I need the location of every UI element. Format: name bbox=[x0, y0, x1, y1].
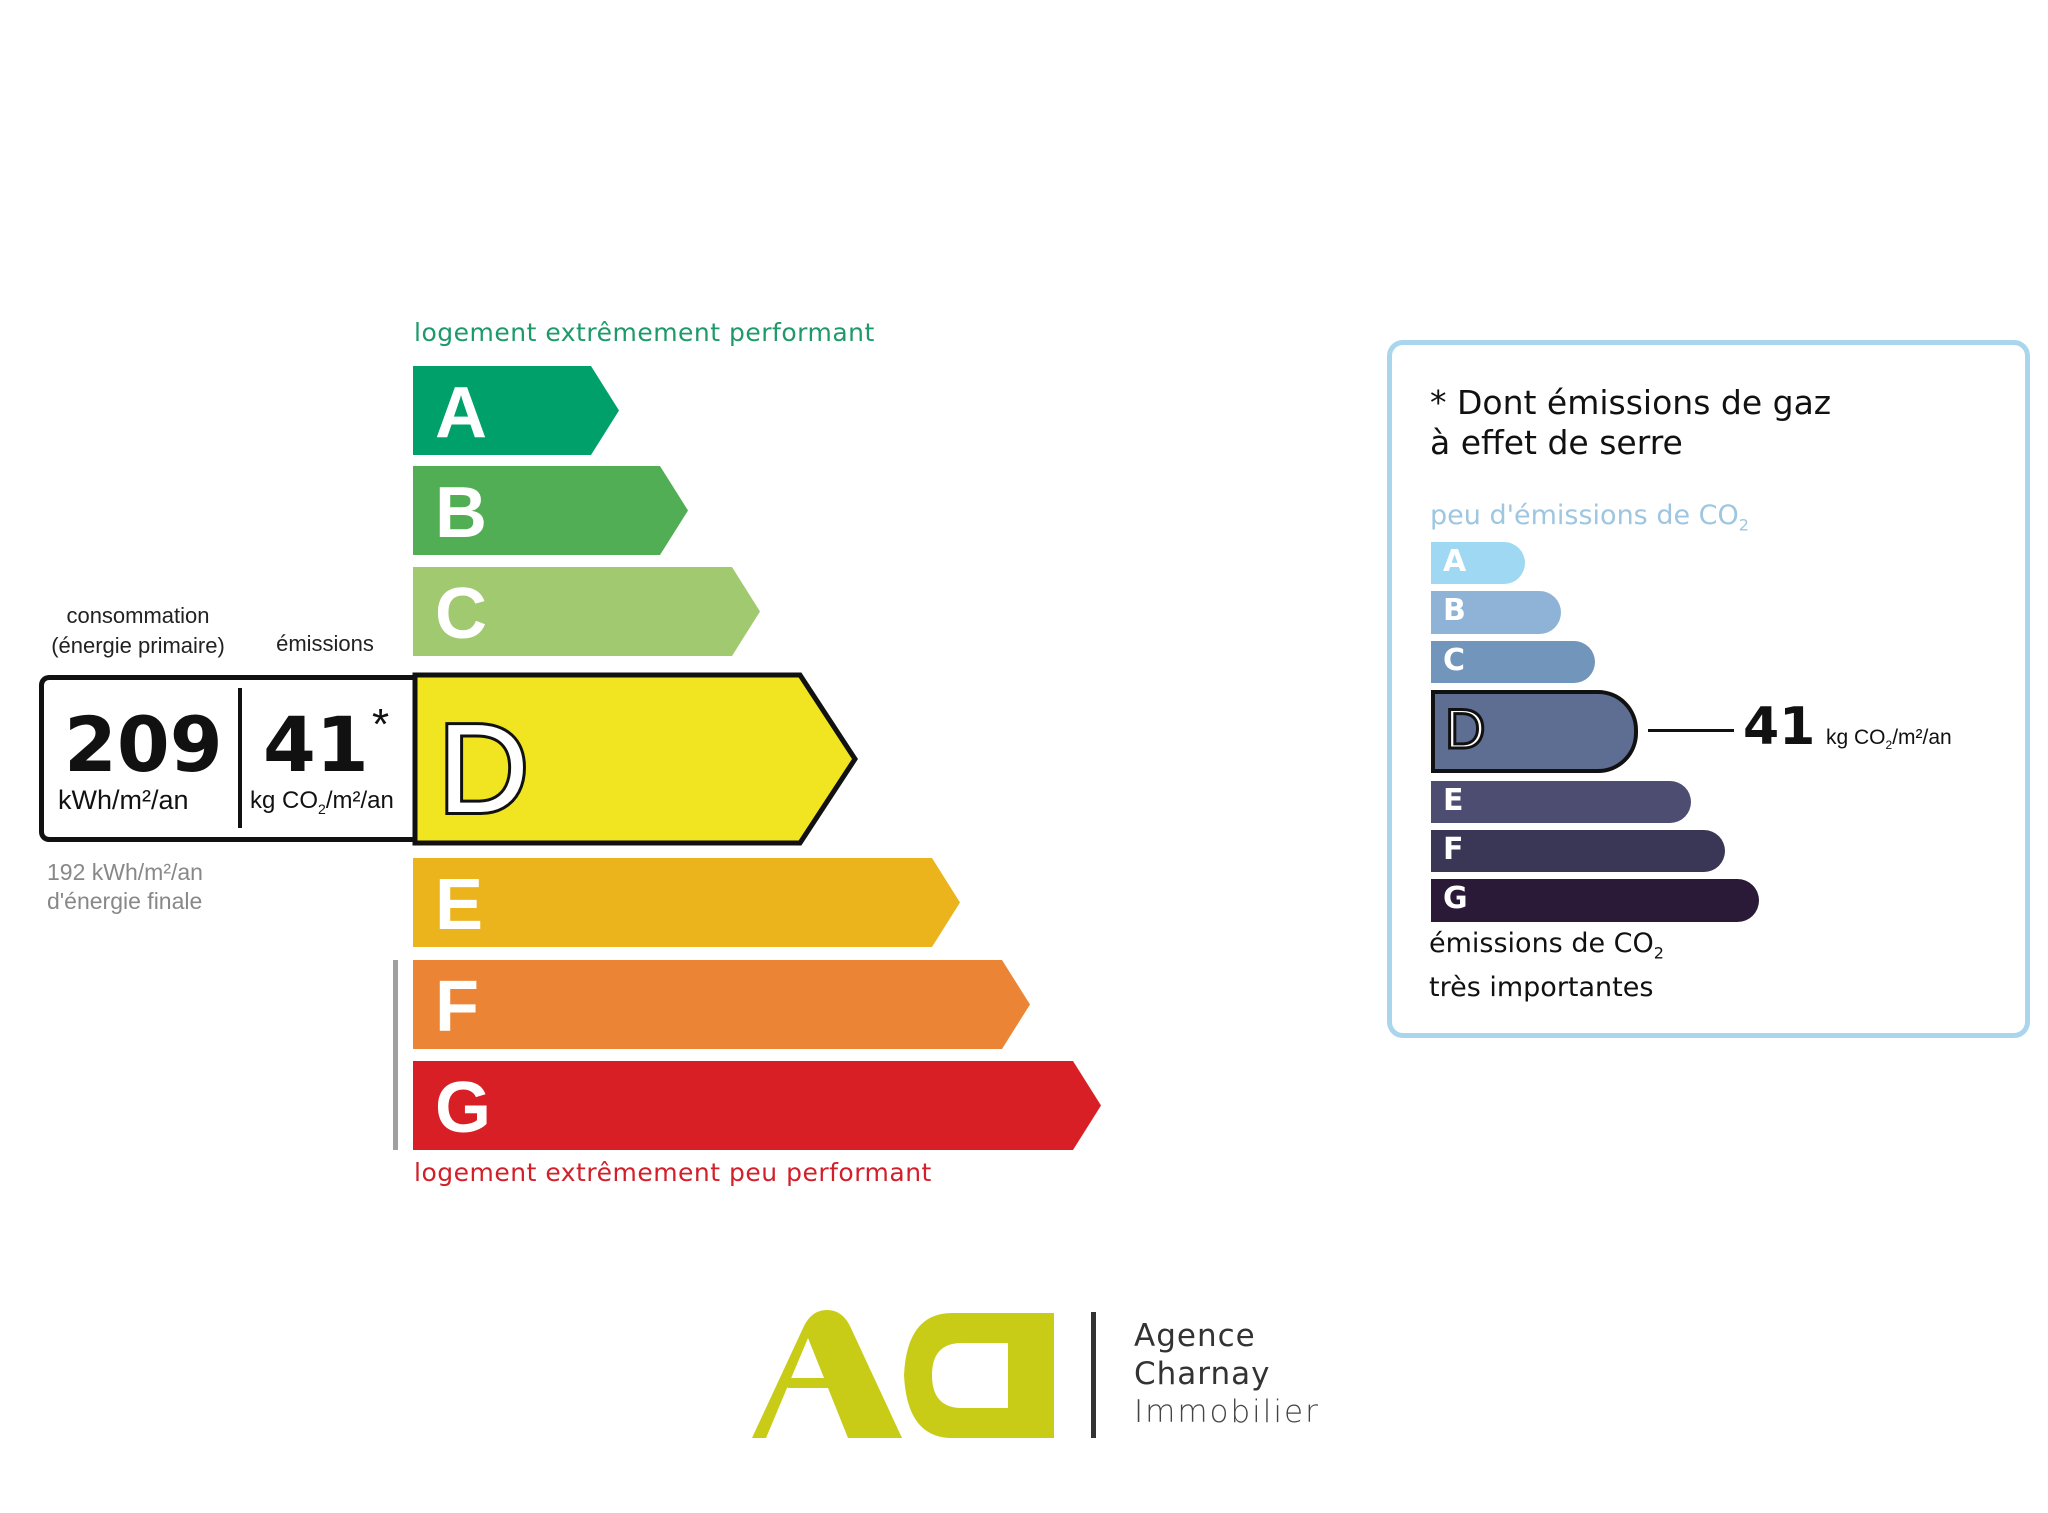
ghg-value: 41 bbox=[1743, 697, 1816, 757]
consumption-value: 209 bbox=[64, 700, 223, 789]
class-letter: B bbox=[1443, 593, 1466, 628]
unit-text: kg CO bbox=[250, 787, 319, 814]
ghg-class-a: A bbox=[1431, 542, 1525, 584]
class-letter: E bbox=[1443, 783, 1464, 818]
emissions-unit: kg CO2/m²/an bbox=[250, 787, 394, 817]
ghg-class-g: G bbox=[1431, 879, 1759, 922]
ghg-bottom-label: émissions de CO2 très importantes bbox=[1429, 926, 1664, 1005]
energy-class-e: E bbox=[413, 858, 960, 947]
emissions-asterisk: * bbox=[372, 700, 390, 749]
energy-class-c: C bbox=[413, 567, 760, 656]
class-letter: C bbox=[1443, 643, 1466, 678]
label-bottom-performant: logement extrêmement peu performant bbox=[414, 1158, 932, 1187]
logo-immobilier: Immobilier bbox=[1134, 1394, 1320, 1430]
ghg-unit: kg CO2/m²/an bbox=[1826, 726, 1952, 752]
unit-text: /m²/an bbox=[325, 787, 394, 814]
class-letter-d: D bbox=[438, 698, 529, 839]
energy-class-b: B bbox=[413, 466, 688, 555]
energy-class-g: G bbox=[413, 1061, 1101, 1150]
unit-text: kg CO bbox=[1826, 726, 1886, 749]
ghg-title-line1: * Dont émissions de gaz bbox=[1430, 383, 1832, 422]
unit-sub: 2 bbox=[1885, 738, 1893, 753]
scale-line bbox=[393, 960, 398, 1150]
ghg-class-b: B bbox=[1431, 591, 1561, 634]
class-letter: G bbox=[1443, 881, 1468, 916]
final-energy-value: 192 kWh/m²/an bbox=[47, 859, 203, 885]
ghg-class-c: C bbox=[1431, 641, 1595, 683]
label-text: peu d'émissions de CO bbox=[1430, 500, 1739, 531]
class-letter: A bbox=[1443, 544, 1467, 579]
emissions-value: 41 bbox=[263, 700, 369, 789]
label-top-performant: logement extrêmement performant bbox=[414, 318, 875, 347]
class-letter: E bbox=[435, 865, 484, 945]
header-consumption-line2: (énergie primaire) bbox=[51, 633, 225, 658]
class-letter: B bbox=[435, 473, 487, 553]
class-letter: F bbox=[1443, 832, 1464, 867]
label-text: très importantes bbox=[1429, 972, 1654, 1004]
header-consumption-line1: consommation bbox=[66, 603, 210, 628]
ghg-top-label: peu d'émissions de CO2 bbox=[1430, 500, 1749, 534]
ghg-frame bbox=[1387, 340, 2030, 1038]
header-consumption: consommation (énergie primaire) bbox=[20, 601, 256, 661]
aci-logo-mark bbox=[752, 1310, 1054, 1438]
ghg-title: * Dont émissions de gaz à effet de serre bbox=[1430, 383, 1831, 463]
unit-text: /m²/an bbox=[1892, 726, 1952, 749]
class-letter: D bbox=[1443, 696, 1486, 762]
ghg-class-e: E bbox=[1431, 781, 1691, 823]
consumption-unit: kWh/m²/an bbox=[58, 785, 189, 815]
energy-class-f: F bbox=[413, 960, 1030, 1049]
class-letter: G bbox=[435, 1068, 492, 1148]
logo-agence: Agence bbox=[1134, 1318, 1256, 1354]
unit-sub: 2 bbox=[318, 800, 326, 817]
values-divider bbox=[238, 688, 242, 828]
ghg-class-f: F bbox=[1431, 830, 1725, 872]
final-energy: 192 kWh/m²/an d'énergie finale bbox=[47, 858, 203, 916]
label-sub: 2 bbox=[1653, 943, 1664, 963]
ghg-class-d-current: D bbox=[1431, 690, 1638, 773]
class-letter: C bbox=[435, 574, 487, 654]
values-box bbox=[39, 675, 417, 842]
ghg-pointer-line bbox=[1648, 729, 1734, 732]
energy-class-a: A bbox=[413, 366, 619, 455]
logo-charnay: Charnay bbox=[1134, 1356, 1271, 1392]
class-letter: F bbox=[435, 967, 479, 1047]
final-energy-label: d'énergie finale bbox=[47, 888, 203, 914]
ghg-title-line2: à effet de serre bbox=[1430, 423, 1683, 462]
label-text: émissions de CO bbox=[1429, 928, 1654, 959]
header-emissions: émissions bbox=[276, 631, 374, 656]
energy-class-d-current: D bbox=[412, 672, 858, 846]
logo-divider bbox=[1091, 1312, 1096, 1438]
class-letter: A bbox=[435, 373, 487, 453]
label-sub: 2 bbox=[1738, 515, 1749, 535]
